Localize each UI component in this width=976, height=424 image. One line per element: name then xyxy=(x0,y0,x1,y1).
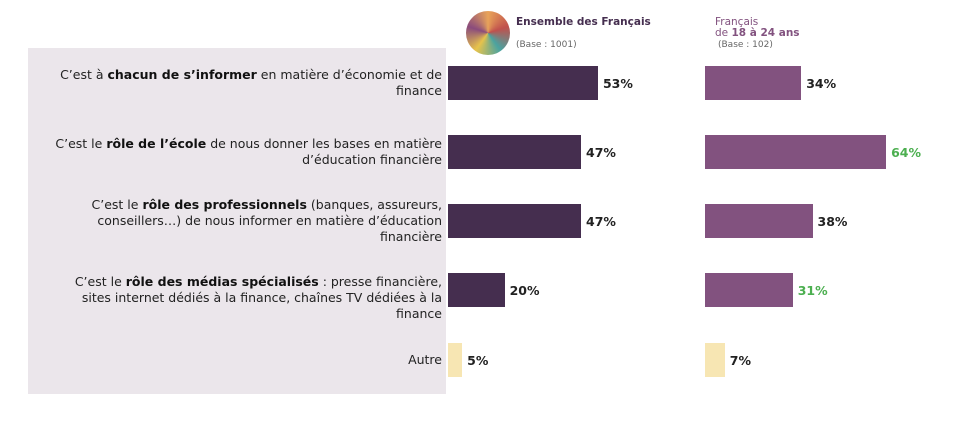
value-label: 53% xyxy=(602,76,633,91)
category-label: Autre xyxy=(408,352,442,367)
value-label: 31% xyxy=(797,283,828,298)
bar-1 xyxy=(448,273,505,307)
series-2-header: Français de 18 à 24 ans xyxy=(715,16,800,39)
people-illustration-icon xyxy=(466,11,510,55)
value-label: 38% xyxy=(817,214,848,229)
bar-2 xyxy=(705,273,793,307)
value-label: 5% xyxy=(467,353,489,368)
category-label: C’est le rôle des professionnels (banque… xyxy=(91,197,442,244)
bar-1 xyxy=(448,343,463,377)
series-1-header: Ensemble des Français xyxy=(516,16,651,28)
value-label: 64% xyxy=(891,145,922,160)
value-label: 47% xyxy=(586,214,616,229)
value-label: 7% xyxy=(729,353,752,368)
category-label: C’est à chacun de s’informer en matière … xyxy=(60,67,442,98)
bar-1 xyxy=(448,135,581,169)
bar-2 xyxy=(705,135,887,169)
category-label: C’est le rôle des médias spécialisés : p… xyxy=(74,274,442,321)
bar-2 xyxy=(705,343,725,377)
labels-panel xyxy=(28,48,446,394)
series-2-base: (Base : 102) xyxy=(718,40,773,50)
bar-2 xyxy=(705,204,813,238)
value-label: 47% xyxy=(586,145,616,160)
bar-1 xyxy=(448,204,581,238)
value-label: 20% xyxy=(509,283,540,298)
category-label: C’est le rôle de l’école de nous donner … xyxy=(55,136,442,167)
value-label: 34% xyxy=(806,76,837,91)
series-1-base: (Base : 1001) xyxy=(516,40,577,50)
bar-1 xyxy=(448,66,598,100)
bar-2 xyxy=(705,66,802,100)
